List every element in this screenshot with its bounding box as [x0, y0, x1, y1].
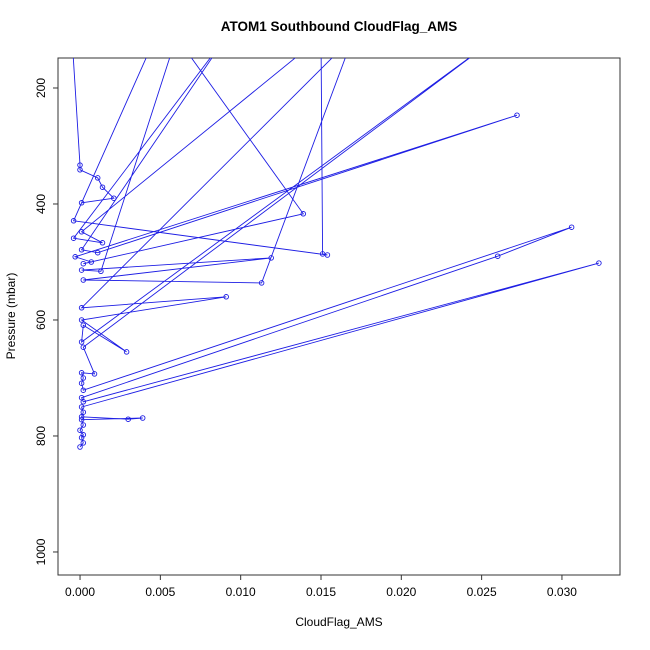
- data-point-marker: [78, 267, 85, 273]
- data-point-marker: [494, 253, 501, 259]
- data-point-marker: [94, 175, 101, 181]
- x-axis-ticks: 0.000 0.005 0.010 0.015 0.020 0.025 0.030: [65, 575, 577, 599]
- x-tick-label: 0.030: [547, 585, 577, 599]
- y-axis-label: Pressure (mbar): [4, 273, 18, 360]
- y-tick-label: 400: [34, 194, 48, 214]
- data-point-marker: [77, 427, 83, 433]
- x-tick-label: 0.020: [386, 585, 416, 599]
- data-point-marker: [70, 218, 77, 224]
- data-point-marker: [78, 317, 85, 323]
- data-point-marker: [80, 375, 87, 381]
- data-point-marker: [223, 294, 229, 300]
- data-point-marker: [78, 370, 85, 376]
- data-point-marker: [98, 268, 104, 275]
- data-point-marker: [78, 305, 85, 311]
- data-point-marker: [125, 416, 131, 422]
- data-point-marker: [224, 35, 229, 40]
- y-tick-label: 600: [34, 310, 48, 330]
- data-point-marker: [80, 409, 87, 415]
- data-series-layer: [70, 35, 602, 450]
- y-tick-label: 200: [34, 78, 48, 98]
- data-point-marker: [596, 260, 602, 266]
- data-point-marker: [123, 349, 130, 355]
- series-line: [72, 58, 600, 448]
- x-tick-label: 0.010: [226, 585, 256, 599]
- data-point-marker: [77, 167, 83, 173]
- data-point-marker: [514, 112, 520, 118]
- data-point-marker: [94, 249, 101, 256]
- x-tick-label: 0.015: [306, 585, 336, 599]
- plot-title: ATOM1 Southbound CloudFlag_AMS: [221, 19, 457, 34]
- x-tick-label: 0.005: [145, 585, 175, 599]
- y-tick-label: 1000: [34, 538, 48, 565]
- data-point-marker: [78, 380, 85, 386]
- data-point-marker: [174, 35, 179, 40]
- data-point-marker: [99, 240, 106, 246]
- data-point-marker: [258, 280, 265, 286]
- data-point-marker: [80, 440, 87, 446]
- data-point-marker: [80, 387, 87, 393]
- data-point-marker: [568, 224, 575, 230]
- data-point-marker: [77, 444, 83, 450]
- data-point-marker: [78, 200, 85, 206]
- y-tick-label: 800: [34, 426, 48, 446]
- data-point-marker: [88, 259, 95, 265]
- x-tick-label: 0.000: [65, 585, 95, 599]
- data-point-marker: [78, 247, 85, 253]
- data-point-marker: [139, 415, 146, 421]
- data-point-marker: [80, 422, 87, 428]
- y-axis-ticks: 200 400 600 800 1000: [34, 78, 58, 565]
- data-point-marker: [153, 35, 158, 40]
- data-point-marker: [111, 195, 117, 201]
- data-point-marker: [80, 260, 87, 267]
- data-point-marker: [268, 255, 274, 261]
- data-point-marker: [319, 251, 326, 257]
- data-point-marker: [78, 414, 85, 420]
- data-point-marker: [495, 35, 500, 40]
- data-point-marker: [70, 235, 77, 241]
- data-point-marker: [78, 434, 85, 441]
- data-point-marker: [80, 399, 87, 405]
- data-point-marker: [78, 404, 85, 410]
- data-point-marker: [78, 339, 85, 345]
- data-point-marker: [70, 35, 75, 40]
- data-point-marker: [78, 416, 85, 423]
- data-point-marker: [80, 432, 87, 438]
- data-point-marker: [99, 184, 106, 190]
- data-point-marker: [319, 35, 324, 40]
- data-point-marker: [91, 371, 98, 377]
- plot-box: [57, 57, 621, 576]
- data-point-marker: [80, 344, 87, 350]
- data-point-marker: [351, 35, 356, 40]
- data-point-marker: [78, 229, 85, 235]
- x-tick-label: 0.025: [467, 585, 497, 599]
- data-point-marker: [72, 254, 78, 260]
- data-point-marker: [80, 322, 87, 328]
- data-point-marker: [80, 277, 87, 283]
- x-axis-label: CloudFlag_AMS: [295, 615, 382, 629]
- data-point-marker: [300, 211, 307, 217]
